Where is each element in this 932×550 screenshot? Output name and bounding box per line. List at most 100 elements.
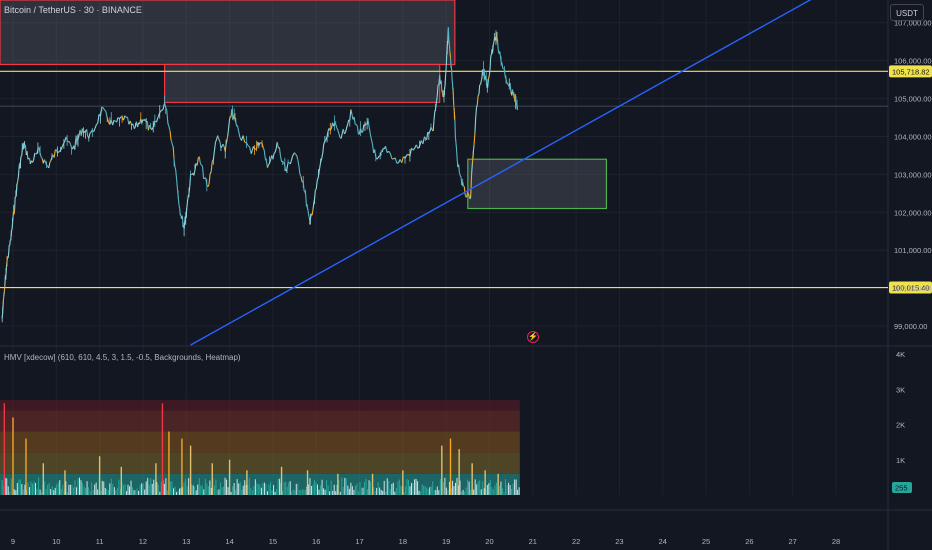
price-segment bbox=[456, 156, 459, 168]
price-segment bbox=[168, 126, 171, 131]
price-segment bbox=[291, 154, 294, 157]
price-segment bbox=[93, 128, 96, 132]
lightning-icon[interactable]: ⚡ bbox=[527, 331, 539, 343]
price-segment bbox=[278, 147, 282, 156]
price-segment bbox=[228, 116, 231, 122]
price-segment bbox=[48, 162, 51, 169]
price-segment bbox=[347, 119, 350, 125]
volume-last-tag bbox=[892, 482, 912, 494]
price-segment bbox=[506, 82, 509, 85]
price-segment bbox=[350, 109, 353, 115]
volume-tick-label: 3K bbox=[896, 385, 905, 394]
time-tick-label: 9 bbox=[11, 537, 15, 546]
price-segment bbox=[2, 296, 5, 302]
price-axis[interactable]: 99,000.00 100,000.00 101,000.00 102,000.00 1… bbox=[894, 19, 932, 331]
price-segment bbox=[371, 144, 375, 153]
price-segment bbox=[250, 149, 253, 154]
price-segment bbox=[412, 147, 416, 151]
price-segment bbox=[388, 150, 391, 155]
price-segment bbox=[455, 147, 458, 157]
price-segment bbox=[436, 84, 439, 97]
price-segment bbox=[49, 160, 52, 163]
price-segment bbox=[155, 116, 159, 123]
price-segment bbox=[452, 92, 455, 106]
price-segment bbox=[501, 62, 504, 69]
time-tick-label: 26 bbox=[745, 537, 753, 546]
price-segment bbox=[249, 146, 252, 154]
time-axis[interactable]: 9 10 11 12 13 14 15 16 17 18 19 20 21 22 23 24 25 26 27 28 bbox=[11, 537, 840, 546]
price-segment bbox=[349, 109, 352, 121]
price-segment bbox=[147, 125, 150, 131]
price-segment bbox=[338, 133, 341, 138]
price-segment bbox=[31, 159, 35, 163]
price-segment bbox=[507, 83, 509, 86]
price-segment bbox=[132, 123, 135, 129]
price-segment bbox=[439, 75, 441, 81]
price-segment bbox=[487, 76, 490, 80]
price-segment bbox=[21, 151, 23, 156]
price-segment bbox=[218, 138, 221, 142]
price-segment bbox=[172, 147, 175, 160]
price-segment bbox=[174, 166, 177, 170]
price-segment bbox=[89, 131, 92, 134]
price-segment bbox=[133, 126, 136, 129]
price-segment bbox=[102, 107, 105, 111]
trendline[interactable] bbox=[190, 0, 858, 346]
price-segment bbox=[451, 69, 453, 80]
price-segment bbox=[227, 121, 230, 130]
price-segment bbox=[376, 157, 379, 160]
price-segment bbox=[299, 174, 302, 177]
price-segment bbox=[406, 153, 409, 156]
price-segment bbox=[175, 178, 178, 188]
price-segment bbox=[295, 154, 298, 156]
price-segment bbox=[361, 131, 364, 133]
price-tick-label: 107,000.00 bbox=[894, 19, 932, 28]
volume-band bbox=[0, 410, 520, 432]
price-segment bbox=[227, 129, 230, 137]
price-segment bbox=[316, 176, 319, 181]
price-segment bbox=[116, 117, 119, 123]
currency-button[interactable]: USDT bbox=[890, 4, 924, 21]
price-segment bbox=[307, 210, 310, 217]
price-segment bbox=[274, 148, 277, 153]
time-tick-label: 15 bbox=[269, 537, 277, 546]
price-segment bbox=[502, 67, 504, 70]
price-segment bbox=[384, 146, 388, 153]
volume-axis: 1K 2K 3K 4K 255 bbox=[892, 350, 912, 494]
price-segment bbox=[471, 162, 473, 174]
price-segment bbox=[3, 285, 6, 292]
price-segment bbox=[181, 216, 184, 228]
price-segment bbox=[14, 197, 16, 210]
price-segment bbox=[262, 147, 265, 151]
volume-tick-label: 1K bbox=[896, 456, 905, 465]
price-level-tag bbox=[889, 281, 932, 294]
price-segment bbox=[273, 152, 276, 155]
price-segment bbox=[303, 190, 306, 193]
volume-band bbox=[0, 452, 520, 474]
price-segment bbox=[499, 51, 501, 56]
price-segment bbox=[68, 141, 71, 145]
price-tick-label: 104,000.00 bbox=[894, 132, 932, 141]
price-segment bbox=[4, 274, 6, 286]
price-segment bbox=[433, 111, 436, 121]
price-segment bbox=[242, 135, 246, 143]
price-segment bbox=[340, 133, 343, 139]
price-segment bbox=[396, 162, 399, 164]
price-segment bbox=[300, 176, 303, 183]
price-segment bbox=[97, 114, 100, 124]
price-segment bbox=[217, 135, 220, 140]
price-segment bbox=[13, 209, 16, 215]
price-segment bbox=[343, 132, 346, 135]
price-segment bbox=[27, 157, 30, 160]
time-tick-label: 10 bbox=[52, 537, 60, 546]
price-segment bbox=[294, 152, 297, 155]
horizontal-levels: 105,718.82 100,015.40 bbox=[0, 65, 932, 294]
price-segment bbox=[86, 129, 89, 137]
price-segment bbox=[356, 126, 359, 135]
price-segment bbox=[470, 173, 473, 195]
price-zone bbox=[467, 158, 608, 210]
price-segment bbox=[449, 52, 452, 58]
time-tick-label: 18 bbox=[399, 537, 407, 546]
price-segment bbox=[237, 129, 241, 138]
